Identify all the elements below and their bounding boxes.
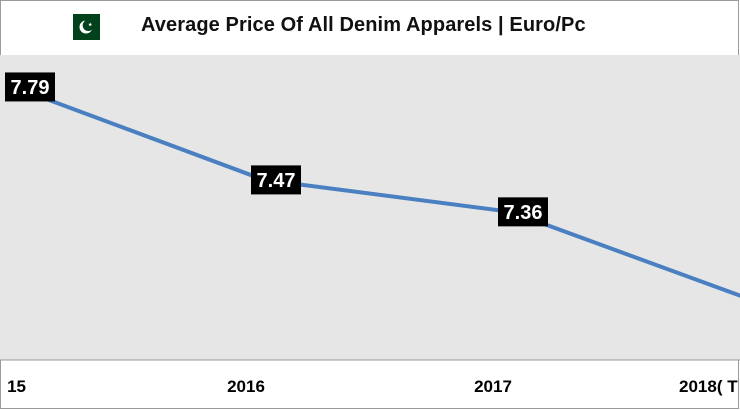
data-label: 7.36 xyxy=(498,197,548,227)
x-tick-label: 2018( T xyxy=(679,377,738,396)
data-label: 7.47 xyxy=(251,165,301,195)
series-line-segment xyxy=(262,177,513,214)
data-label: 7.79 xyxy=(5,72,55,102)
data-label-text: 7.47 xyxy=(257,170,296,192)
series-line-segment xyxy=(12,84,266,182)
plot-area xyxy=(0,55,740,360)
data-label-box xyxy=(498,197,548,227)
data-label-text: 7.79 xyxy=(11,77,50,99)
chart-title: Average Price Of All Denim Apparels | Eu… xyxy=(141,14,586,36)
data-label-text: 7.36 xyxy=(504,202,543,224)
x-tick-label: 2016 xyxy=(227,377,265,396)
x-tick-label: 15 xyxy=(7,377,26,396)
data-label-box xyxy=(5,72,55,102)
x-tick-label: 2017 xyxy=(474,377,512,396)
series-line-segment xyxy=(509,209,740,298)
pakistan-flag-icon xyxy=(64,14,100,40)
data-label-box xyxy=(251,165,301,195)
